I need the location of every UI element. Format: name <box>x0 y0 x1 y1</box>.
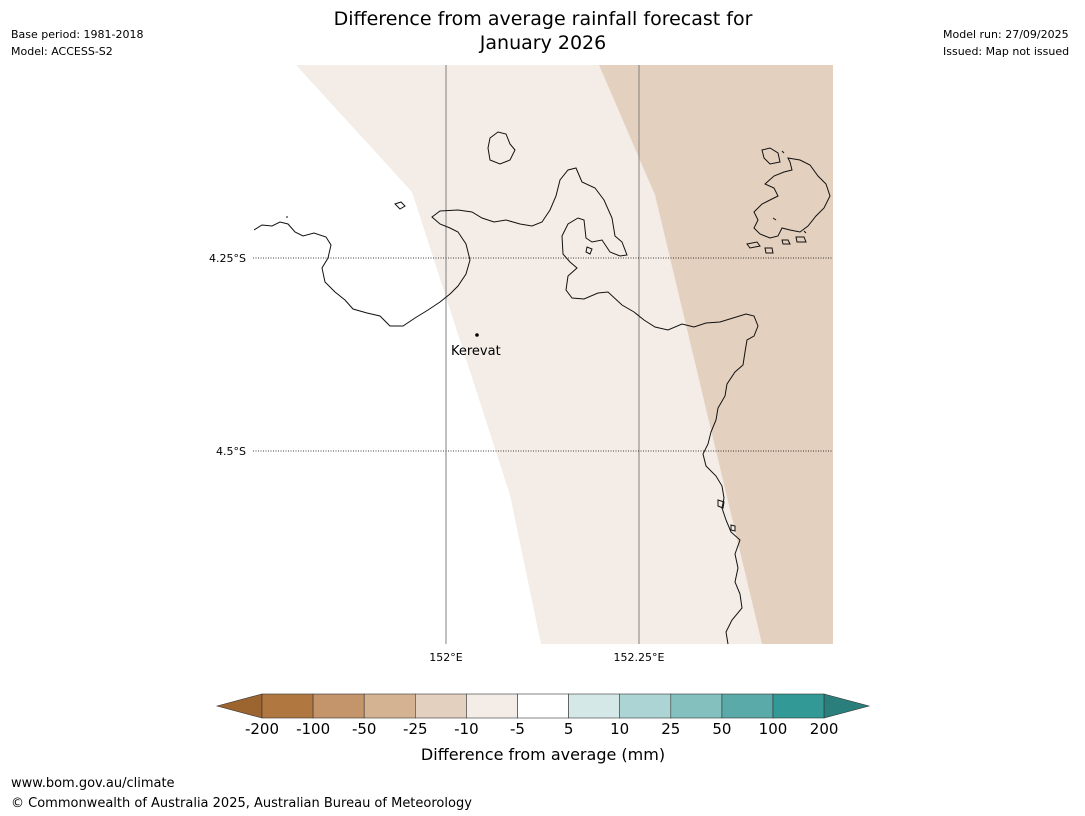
islet-ne-1 <box>746 241 761 249</box>
islet-east-2 <box>730 524 736 532</box>
region-minus10-to-minus25 <box>599 65 833 644</box>
colorbar-tick-label: -5 <box>510 720 525 738</box>
coastline <box>253 131 831 645</box>
lon-label-152: 152°E <box>429 651 462 664</box>
colorbar-tick-label: 50 <box>712 720 732 738</box>
colorbar-arrow-low <box>215 693 263 719</box>
colorbar-tick-label: -200 <box>244 720 280 738</box>
lon-label-152-25: 152.25°E <box>614 651 665 664</box>
colorbar-tick-label: 25 <box>661 720 681 738</box>
colorbar <box>215 693 871 719</box>
colorbar-bin <box>261 693 314 719</box>
model-run: Model run: 27/09/2025 <box>943 28 1069 41</box>
colorbar-title: Difference from average (mm) <box>420 745 666 764</box>
islet-ne-6 <box>781 150 785 154</box>
title-line-2: January 2026 <box>479 32 607 54</box>
colorbar-bin <box>568 693 620 719</box>
model-name: Model: ACCESS-S2 <box>11 45 113 58</box>
footer-url[interactable]: www.bom.gov.au/climate <box>11 776 175 791</box>
footer-copyright: © Commonwealth of Australia 2025, Austra… <box>11 796 472 811</box>
coastline-main <box>253 167 759 645</box>
islet-dot-2 <box>585 246 593 255</box>
colorbar-tick-label: -10 <box>454 720 479 738</box>
colorbar-bin <box>721 693 774 719</box>
islet-ne-5 <box>772 217 777 221</box>
colorbar-bin <box>363 693 416 719</box>
colorbar-bin <box>670 693 723 719</box>
colorbar-bin <box>772 693 825 719</box>
place-label-kerevat: Kerevat <box>451 344 501 359</box>
islet-ne-4 <box>795 236 807 243</box>
colorbar-tick-label: -25 <box>403 720 428 738</box>
colorbar-tick-label: 200 <box>809 720 839 738</box>
lat-label-4-5: 4.5°S <box>216 445 246 458</box>
colorbar-tick-label: 100 <box>758 720 788 738</box>
islet-ne-2 <box>764 247 774 254</box>
islands-northeast <box>753 147 831 239</box>
colorbar-tick-label: 5 <box>563 720 574 738</box>
region-minus5-to-minus10 <box>296 65 762 644</box>
colorbar-bin <box>517 693 569 719</box>
island-north <box>487 131 516 165</box>
map-title: Difference from average rainfall forecas… <box>243 7 843 55</box>
colorbar-tick-label: 10 <box>610 720 630 738</box>
islet-small <box>394 201 406 210</box>
colorbar-tick-label: -50 <box>351 720 377 738</box>
colorbar-arrow-high <box>823 693 871 719</box>
base-period: Base period: 1981-2018 <box>11 28 144 41</box>
colorbar-bin <box>414 693 467 719</box>
kerevat-marker <box>475 333 479 337</box>
issued-status: Issued: Map not issued <box>943 45 1070 58</box>
colorbar-bin <box>312 693 365 719</box>
islet-east-1 <box>717 499 725 509</box>
colorbar-bin <box>619 693 672 719</box>
colorbar-bin <box>466 693 518 719</box>
title-line-1: Difference from average rainfall forecas… <box>333 8 753 30</box>
colorbar-tick-label: -100 <box>296 720 331 738</box>
islet-ne-7 <box>803 230 807 234</box>
islet-ne-3 <box>781 239 791 245</box>
lat-label-4-25: 4.25°S <box>209 252 246 265</box>
